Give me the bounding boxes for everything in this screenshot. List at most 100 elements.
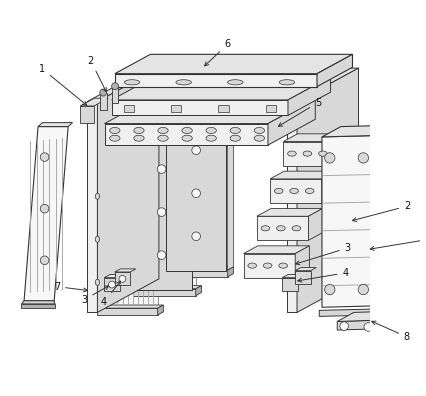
Polygon shape — [167, 108, 233, 111]
Polygon shape — [321, 135, 371, 307]
Polygon shape — [296, 68, 358, 312]
Ellipse shape — [230, 135, 240, 141]
Ellipse shape — [253, 135, 264, 141]
Polygon shape — [104, 274, 125, 278]
Polygon shape — [115, 54, 352, 74]
Polygon shape — [321, 125, 390, 137]
Ellipse shape — [133, 135, 144, 141]
Ellipse shape — [124, 80, 139, 85]
Polygon shape — [38, 123, 72, 127]
Polygon shape — [166, 111, 227, 112]
Polygon shape — [132, 286, 201, 289]
Text: 4: 4 — [101, 281, 120, 307]
Polygon shape — [268, 98, 314, 145]
Circle shape — [157, 208, 166, 216]
Polygon shape — [283, 134, 348, 141]
Ellipse shape — [318, 151, 326, 156]
Polygon shape — [97, 149, 157, 308]
Ellipse shape — [248, 263, 256, 268]
Ellipse shape — [274, 188, 282, 194]
Polygon shape — [87, 68, 158, 102]
Polygon shape — [294, 271, 310, 284]
Ellipse shape — [133, 128, 144, 133]
Circle shape — [100, 89, 106, 96]
Polygon shape — [97, 305, 163, 308]
Polygon shape — [80, 106, 94, 123]
Polygon shape — [157, 305, 163, 315]
Circle shape — [357, 153, 368, 163]
Text: 3: 3 — [81, 286, 108, 305]
Ellipse shape — [95, 279, 99, 286]
Ellipse shape — [230, 128, 240, 133]
Polygon shape — [167, 267, 233, 270]
Polygon shape — [132, 126, 201, 129]
Polygon shape — [195, 286, 201, 296]
Circle shape — [157, 165, 166, 173]
Text: 8: 8 — [371, 321, 409, 342]
Circle shape — [111, 83, 118, 89]
Ellipse shape — [278, 263, 287, 268]
Polygon shape — [283, 141, 334, 166]
Polygon shape — [270, 171, 335, 179]
Polygon shape — [132, 129, 195, 289]
Ellipse shape — [261, 226, 269, 231]
Ellipse shape — [263, 263, 271, 268]
Circle shape — [40, 256, 49, 265]
Polygon shape — [167, 111, 227, 270]
Polygon shape — [24, 127, 68, 301]
Polygon shape — [21, 304, 55, 308]
Polygon shape — [294, 246, 309, 278]
Ellipse shape — [227, 80, 242, 85]
Polygon shape — [286, 68, 358, 102]
Polygon shape — [334, 134, 348, 166]
Polygon shape — [243, 253, 294, 278]
Ellipse shape — [181, 128, 192, 133]
Polygon shape — [282, 274, 303, 278]
Polygon shape — [337, 311, 394, 322]
Polygon shape — [286, 102, 296, 312]
Bar — [124, 105, 134, 112]
Ellipse shape — [206, 128, 216, 133]
Bar — [265, 105, 275, 112]
Polygon shape — [104, 278, 119, 291]
Circle shape — [191, 232, 200, 241]
Bar — [170, 105, 181, 112]
Bar — [218, 105, 228, 112]
Ellipse shape — [206, 135, 216, 141]
Polygon shape — [104, 124, 268, 145]
Polygon shape — [227, 267, 233, 277]
Polygon shape — [97, 146, 163, 149]
Circle shape — [191, 146, 200, 154]
Polygon shape — [21, 301, 55, 304]
Polygon shape — [131, 130, 191, 289]
Polygon shape — [316, 54, 352, 87]
Polygon shape — [80, 98, 108, 106]
Text: 2: 2 — [351, 201, 409, 221]
Text: 2: 2 — [87, 56, 106, 92]
Polygon shape — [111, 77, 330, 100]
Ellipse shape — [158, 128, 168, 133]
Polygon shape — [337, 320, 377, 330]
Polygon shape — [167, 270, 227, 277]
Ellipse shape — [287, 151, 296, 156]
Ellipse shape — [109, 128, 120, 133]
Ellipse shape — [109, 135, 120, 141]
Polygon shape — [131, 129, 193, 130]
Polygon shape — [104, 98, 314, 124]
Text: 6: 6 — [204, 40, 230, 66]
Text: 1: 1 — [369, 234, 426, 250]
Text: 4: 4 — [297, 268, 348, 282]
Ellipse shape — [253, 128, 264, 133]
Ellipse shape — [181, 135, 192, 141]
Text: 1: 1 — [39, 64, 86, 105]
Polygon shape — [115, 74, 316, 87]
Circle shape — [324, 284, 334, 295]
Polygon shape — [111, 86, 118, 103]
Polygon shape — [270, 179, 321, 203]
Circle shape — [357, 284, 368, 295]
Text: 3: 3 — [295, 243, 350, 265]
Circle shape — [119, 276, 126, 282]
Circle shape — [40, 153, 49, 161]
Ellipse shape — [176, 80, 191, 85]
Ellipse shape — [95, 193, 99, 199]
